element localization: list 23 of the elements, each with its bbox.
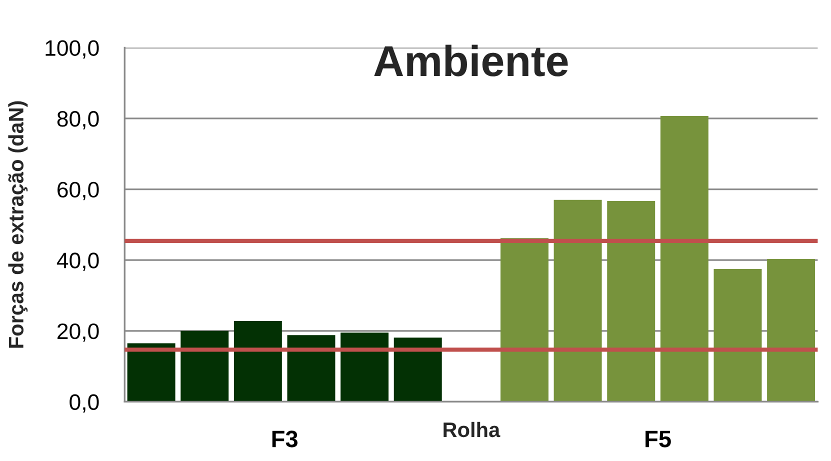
y-tick-label: 80,0 <box>57 111 99 130</box>
bar <box>394 338 442 402</box>
y-tick-label: 40,0 <box>56 252 99 271</box>
y-tick-label: 100,0 <box>46 40 99 59</box>
y-tick-label: 60,0 <box>58 182 99 200</box>
bar <box>340 332 389 402</box>
bar <box>127 343 176 402</box>
bar <box>287 335 336 402</box>
bar <box>234 320 282 402</box>
bar <box>554 200 602 402</box>
chart-title: Ambiente <box>374 44 568 76</box>
y-axis-title: Forças de extração (daN) <box>8 101 28 348</box>
series-label: F5 <box>646 430 671 448</box>
bar <box>180 330 229 402</box>
bar <box>660 116 708 402</box>
y-tick-label: 20,0 <box>58 323 99 342</box>
series-label: F3 <box>272 430 298 448</box>
bar <box>767 259 816 402</box>
bar <box>500 238 548 402</box>
bar <box>714 268 762 402</box>
y-tick-label: 0,0 <box>70 394 99 413</box>
bar <box>607 200 656 402</box>
x-axis-title: Rolha <box>444 422 500 438</box>
